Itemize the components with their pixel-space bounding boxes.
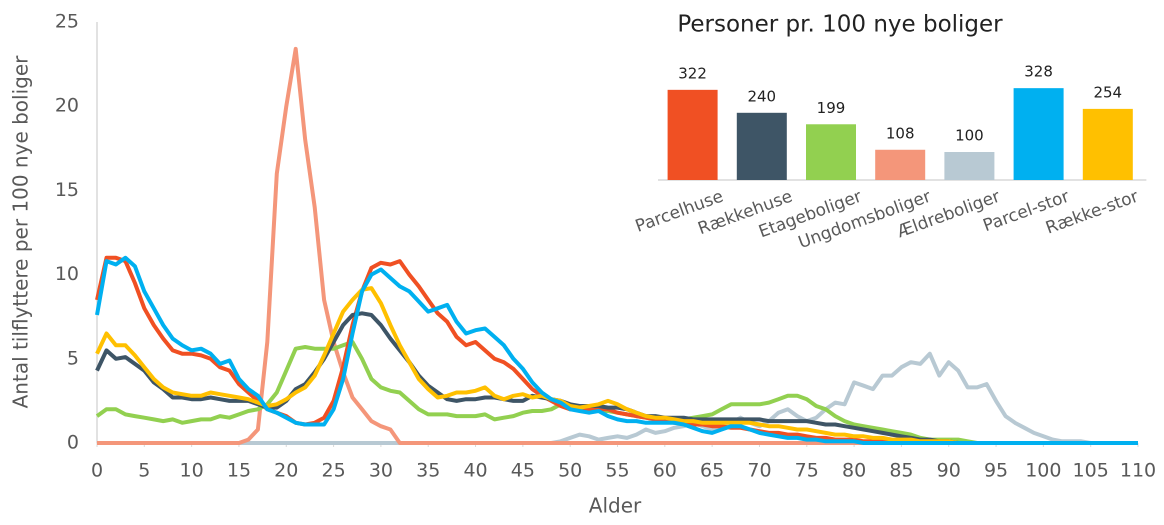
x-tick-label: 15 [227,460,251,482]
x-tick-label: 35 [416,460,440,482]
x-tick-label: 90 [937,460,961,482]
y-tick-label: 0 [67,432,79,454]
bar [1082,108,1133,180]
series-line [95,311,1138,445]
bar-value-label: 100 [955,127,984,145]
bar [944,152,995,180]
bar-value-label: 322 [678,64,707,82]
bar [736,112,787,180]
x-tick-label: 65 [700,460,724,482]
x-tick-label: 5 [138,460,150,482]
x-tick-label: 0 [91,460,103,482]
x-tick-label: 70 [747,460,771,482]
bar [875,149,926,180]
y-tick-label: 20 [55,95,79,117]
x-tick-label: 85 [889,460,913,482]
x-tick-label: 25 [321,460,345,482]
bar [667,89,718,180]
bar-value-label: 199 [817,99,846,117]
x-tick-label: 80 [842,460,866,482]
x-tick-label: 100 [1025,460,1061,482]
y-tick-label: 10 [55,263,79,285]
y-tick-label: 5 [67,347,79,369]
x-tick-label: 75 [795,460,819,482]
series-line [97,351,1138,445]
bar [1013,88,1064,180]
x-tick-label: 105 [1073,460,1109,482]
bar [806,124,856,180]
series-line [95,255,1138,445]
x-tick-label: 60 [653,460,677,482]
x-tick-label: 110 [1120,460,1156,482]
x-tick-label: 40 [463,460,487,482]
y-axis-label: Antal tilflyttere per 100 nye boliger [9,55,33,409]
y-tick-label: 15 [55,179,79,201]
x-tick-label: 55 [605,460,629,482]
x-tick-label: 10 [180,460,204,482]
bar-value-label: 328 [1024,63,1053,81]
x-axis-label: Alder [589,494,642,518]
inset-title: Personer pr. 100 nye boliger [677,12,1003,38]
bar-value-label: 240 [747,87,776,105]
series-line [95,255,1138,445]
x-tick-label: 20 [274,460,298,482]
x-tick-label: 50 [558,460,582,482]
bar-value-label: 108 [886,124,915,142]
x-tick-label: 95 [984,460,1008,482]
x-tick-label: 30 [369,460,393,482]
bar-value-label: 254 [1093,83,1122,101]
y-tick-label: 25 [55,11,79,33]
x-tick-label: 45 [511,460,535,482]
